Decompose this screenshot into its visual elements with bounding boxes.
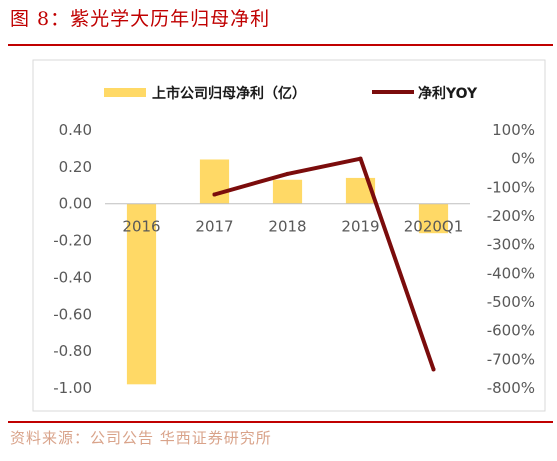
line-point bbox=[358, 156, 363, 161]
bar-series bbox=[126, 159, 449, 385]
left-tick-label: 0.00 bbox=[59, 195, 92, 213]
source-note: 资料来源：公司公告 华西证券研究所 bbox=[10, 429, 272, 447]
right-tick-label: -600% bbox=[487, 322, 535, 340]
legend-line-label: 净利YOY bbox=[418, 85, 478, 102]
category-label: 2020Q1 bbox=[404, 218, 464, 236]
right-tick-label: -400% bbox=[487, 264, 535, 282]
line-point bbox=[285, 171, 290, 176]
left-tick-label: -0.20 bbox=[53, 232, 92, 250]
category-axis: 2016 2017 2018 2019 2020Q1 bbox=[122, 218, 463, 236]
figure-title: 图 8：紫光学大历年归母净利 bbox=[10, 8, 271, 30]
yoy-line bbox=[212, 156, 436, 372]
left-tick-label: 0.40 bbox=[59, 121, 92, 139]
bar bbox=[418, 203, 449, 234]
chart-frame bbox=[32, 59, 546, 412]
left-tick-label: -0.40 bbox=[53, 268, 92, 286]
title-divider bbox=[8, 44, 553, 46]
category-label: 2017 bbox=[195, 218, 233, 236]
right-tick-label: -200% bbox=[487, 207, 535, 225]
line-series bbox=[212, 156, 436, 372]
legend: 上市公司归母净利（亿） 净利YOY bbox=[104, 85, 478, 102]
right-tick-label: -500% bbox=[487, 293, 535, 311]
legend-bar-label: 上市公司归母净利（亿） bbox=[152, 85, 306, 102]
left-tick-label: -1.00 bbox=[53, 379, 92, 397]
source-divider bbox=[8, 421, 553, 423]
right-tick-label: -100% bbox=[487, 178, 535, 196]
left-tick-label: -0.60 bbox=[53, 305, 92, 323]
category-label: 2018 bbox=[268, 218, 306, 236]
legend-bar-swatch bbox=[104, 88, 146, 97]
bar bbox=[272, 179, 303, 204]
line-point bbox=[431, 367, 436, 372]
bar bbox=[199, 159, 230, 204]
category-label: 2019 bbox=[341, 218, 379, 236]
bar bbox=[126, 203, 157, 385]
line-point bbox=[212, 192, 217, 197]
right-tick-label: -800% bbox=[487, 379, 535, 397]
category-label: 2016 bbox=[122, 218, 160, 236]
left-axis: 0.40 0.20 0.00 -0.20 -0.40 -0.60 -0.80 -1.00 bbox=[53, 121, 92, 397]
left-tick-label: 0.20 bbox=[59, 158, 92, 176]
left-tick-label: -0.80 bbox=[53, 342, 92, 360]
right-tick-label: -300% bbox=[487, 236, 535, 254]
right-tick-label: 0% bbox=[511, 150, 535, 168]
right-tick-label: 100% bbox=[492, 121, 535, 139]
right-axis: 100% 0% -100% -200% -300% -400% -500% -600% -700… bbox=[487, 121, 535, 397]
right-tick-label: -700% bbox=[487, 350, 535, 368]
